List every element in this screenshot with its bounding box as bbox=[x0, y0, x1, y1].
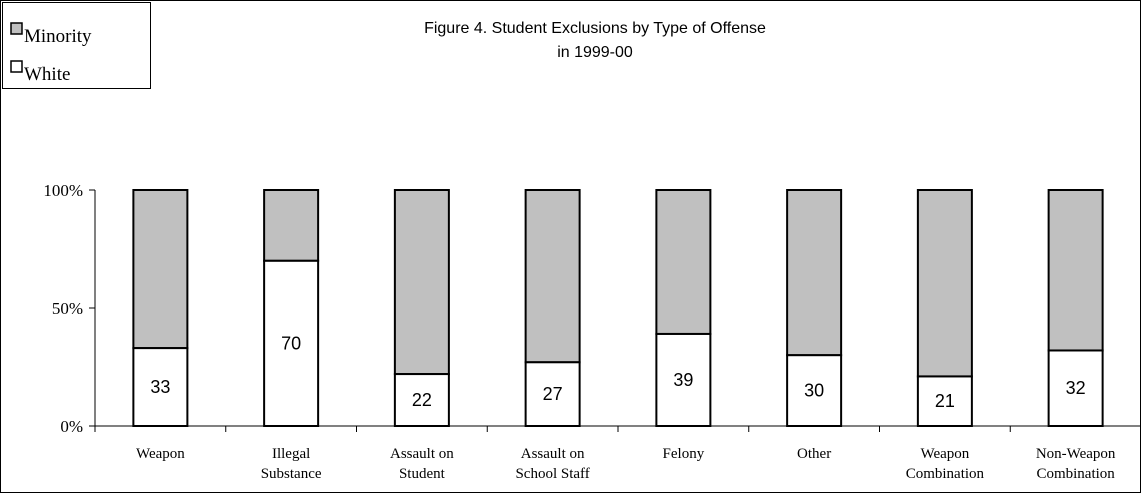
legend-swatch-minority bbox=[10, 22, 23, 35]
x-tick-label: Assault on bbox=[390, 446, 454, 462]
bar-minority bbox=[524, 189, 581, 364]
data-labels: 33 70 22 27 39 30 21 32 bbox=[150, 333, 1085, 411]
bar-minority bbox=[1047, 189, 1104, 352]
y-tick-label: 0% bbox=[60, 417, 83, 436]
legend-label-minority: Minority bbox=[24, 26, 92, 47]
x-tick-label: Combination bbox=[906, 466, 985, 482]
x-ticks: Weapon Illegal Substance Assault on Student A… bbox=[94, 426, 1141, 482]
bar-white bbox=[393, 373, 450, 427]
data-label: 39 bbox=[673, 370, 693, 390]
bar-white bbox=[655, 332, 712, 427]
x-tick-label: Assault on bbox=[521, 446, 585, 462]
chart-subtitle: in 1999-00 bbox=[557, 44, 633, 61]
x-tick-label: Non-Weapon bbox=[1036, 446, 1116, 462]
bar-white bbox=[786, 354, 843, 428]
x-tick-label: Felony bbox=[663, 446, 705, 462]
data-label: 22 bbox=[412, 390, 432, 410]
y-tick-label: 100% bbox=[43, 181, 83, 200]
legend: Minority White bbox=[2, 2, 151, 89]
bar-white bbox=[1047, 349, 1104, 428]
bar-minority bbox=[916, 189, 973, 378]
bar-minority bbox=[132, 189, 189, 350]
bars bbox=[132, 189, 1104, 428]
x-tick-label: Substance bbox=[261, 466, 322, 482]
x-tick-label: Student bbox=[399, 466, 446, 482]
bar-minority bbox=[786, 189, 843, 357]
y-tick-label: 50% bbox=[52, 299, 83, 318]
x-tick-label: Combination bbox=[1036, 466, 1115, 482]
legend-box bbox=[2, 2, 151, 89]
data-label: 30 bbox=[804, 381, 824, 401]
x-tick-label: Weapon bbox=[136, 446, 185, 462]
bar-minority bbox=[393, 189, 450, 376]
data-label: 21 bbox=[935, 391, 955, 411]
bar-white bbox=[263, 259, 320, 427]
data-label: 70 bbox=[281, 333, 301, 353]
bar-minority bbox=[655, 189, 712, 335]
data-label: 27 bbox=[543, 384, 563, 404]
bar-white bbox=[524, 361, 581, 427]
bar-minority bbox=[263, 189, 320, 262]
x-tick-label: Weapon bbox=[920, 446, 969, 462]
x-tick-label: School Staff bbox=[515, 466, 589, 482]
bar-white bbox=[132, 347, 189, 427]
legend-swatch-white bbox=[10, 60, 23, 73]
bar-white bbox=[916, 375, 973, 428]
x-tick-label: Illegal bbox=[272, 446, 310, 462]
legend-label-white: White bbox=[24, 64, 70, 85]
data-label: 33 bbox=[150, 377, 170, 397]
chart-title: Figure 4. Student Exclusions by Type of … bbox=[424, 20, 766, 37]
x-tick-label: Other bbox=[797, 446, 831, 462]
y-ticks: 0% 50% 100% bbox=[43, 181, 95, 436]
data-label: 32 bbox=[1066, 378, 1086, 398]
